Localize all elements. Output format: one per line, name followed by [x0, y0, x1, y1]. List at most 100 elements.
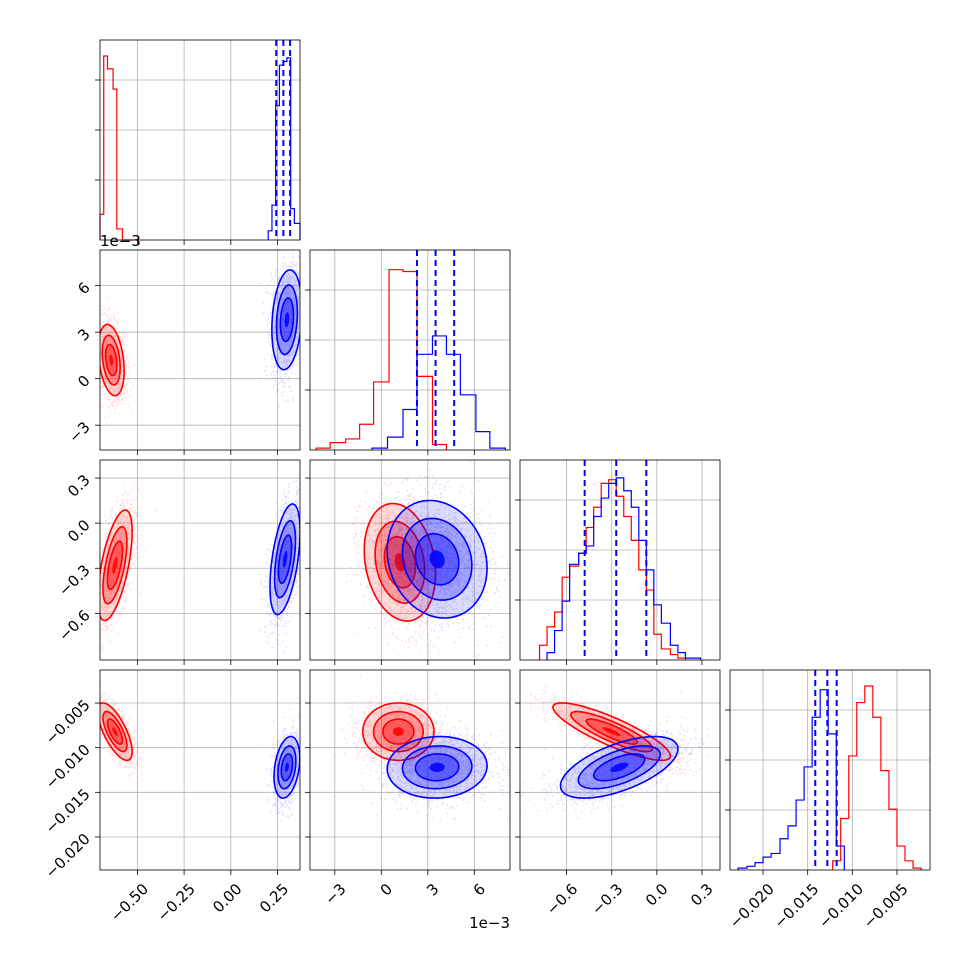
x-tick-label: −3	[321, 880, 349, 908]
density-layer	[346, 460, 510, 658]
density-core-blue	[429, 550, 445, 569]
contour-blue	[559, 735, 679, 799]
panel-background	[730, 670, 930, 870]
histogram-blue	[546, 477, 702, 660]
density-core-blue	[285, 762, 289, 772]
density-core-red	[602, 727, 621, 736]
contour-blue	[277, 745, 297, 790]
contour-red	[106, 718, 124, 745]
density-core-red	[392, 727, 404, 736]
contour-blue	[277, 534, 293, 585]
panel-background	[310, 250, 510, 450]
scatter-points-red	[346, 460, 485, 658]
histogram-blue	[371, 335, 506, 450]
density-core-blue	[429, 762, 445, 772]
contour-red	[102, 710, 128, 753]
x-tick-label: −0.50	[107, 880, 152, 925]
x-tick-label: 0.25	[256, 880, 292, 916]
density-layer	[332, 675, 510, 821]
contour-blue	[414, 753, 460, 782]
panel-background	[100, 460, 300, 660]
x-tick-label: 0.0	[642, 880, 672, 910]
contour-blue	[386, 499, 488, 619]
panel-border	[99, 39, 301, 241]
density-layer	[100, 681, 300, 823]
y-tick-label: −3	[65, 418, 93, 446]
y-tick-label: 0.0	[64, 516, 94, 546]
y-tick-label: −0.010	[42, 741, 94, 793]
contour-blue	[269, 503, 300, 616]
x-tick-label: 0	[377, 880, 396, 899]
panel-background	[100, 250, 300, 450]
y-tick-label: −0.005	[42, 696, 94, 748]
contour-blue	[592, 753, 646, 782]
panel-background	[520, 460, 720, 660]
x-tick-label: −0.3	[588, 880, 626, 918]
contour-blue	[577, 745, 662, 790]
contour-blue	[401, 517, 473, 601]
contour-red	[569, 710, 654, 753]
histogram-red	[832, 685, 922, 870]
y-tick-label: −0.6	[55, 606, 93, 644]
contour-blue	[271, 268, 300, 371]
contour-red	[104, 343, 118, 377]
contour-red	[100, 323, 125, 397]
y-offset-text: 1e−3	[100, 232, 141, 250]
density-layer	[520, 686, 710, 820]
panel-border	[729, 669, 931, 871]
marginal-histogram-p2	[305, 249, 511, 455]
contour-red	[101, 334, 122, 386]
histogram-red	[315, 269, 448, 450]
histogram-red	[538, 479, 687, 660]
density-core-red	[109, 354, 114, 366]
x-tick-label: −0.25	[154, 880, 199, 925]
contour-blue	[401, 745, 473, 790]
scatter-panel-p1-p4: −0.50 −0.25 0.00 0.25 −0.020−0.015−0.010−0.0…	[42, 669, 301, 925]
panel-border	[309, 249, 511, 451]
x-tick-label: 6	[470, 880, 489, 899]
panel-border	[309, 459, 511, 661]
panel-border	[309, 669, 511, 871]
panel-border	[519, 459, 721, 661]
contour-blue	[279, 297, 295, 343]
contour-red	[382, 718, 415, 745]
density-core-blue	[282, 550, 288, 568]
contour-red	[100, 702, 133, 762]
density-layer	[100, 252, 300, 433]
y-tick-label: 0.3	[64, 471, 94, 501]
density-core-red	[112, 556, 118, 574]
contour-red	[106, 540, 124, 591]
scatter-panel-p3-p4: −0.6 −0.3 0.0 0.3	[515, 669, 721, 919]
x-offset-text: 1e−3	[469, 914, 510, 932]
contour-blue	[280, 753, 294, 782]
x-tick-label: −0.6	[543, 880, 581, 918]
density-layer	[100, 472, 300, 653]
y-tick-label: 0	[74, 372, 93, 391]
contour-red	[100, 509, 133, 622]
contour-blue	[275, 284, 299, 356]
x-tick-label: −0.010	[815, 880, 867, 932]
marginal-histogram-p1	[95, 39, 301, 245]
x-tick-label: −0.015	[770, 880, 822, 932]
contour-red	[585, 718, 639, 745]
contour-red	[102, 526, 128, 605]
contour-red	[374, 520, 426, 605]
contour-red	[552, 702, 672, 762]
density-core-blue	[284, 312, 290, 328]
scatter-points-blue	[259, 474, 300, 653]
panel-border	[519, 669, 721, 871]
x-tick-label: 0.3	[687, 880, 717, 910]
scatter-points-red	[100, 472, 157, 651]
scatter-panel-p1-p3: −0.6 −0.3 0.0 0.3	[55, 459, 301, 665]
y-tick-label: −0.020	[42, 830, 94, 882]
contour-blue	[273, 520, 297, 599]
contour-red	[372, 710, 425, 753]
marginal-histogram-p3	[515, 459, 721, 665]
x-tick-label: −0.020	[726, 880, 778, 932]
contour-blue	[273, 735, 300, 799]
density-core-blue	[610, 762, 629, 772]
y-tick-label: −0.015	[42, 785, 94, 837]
contour-red	[383, 535, 417, 589]
scatter-points-red	[100, 681, 145, 784]
